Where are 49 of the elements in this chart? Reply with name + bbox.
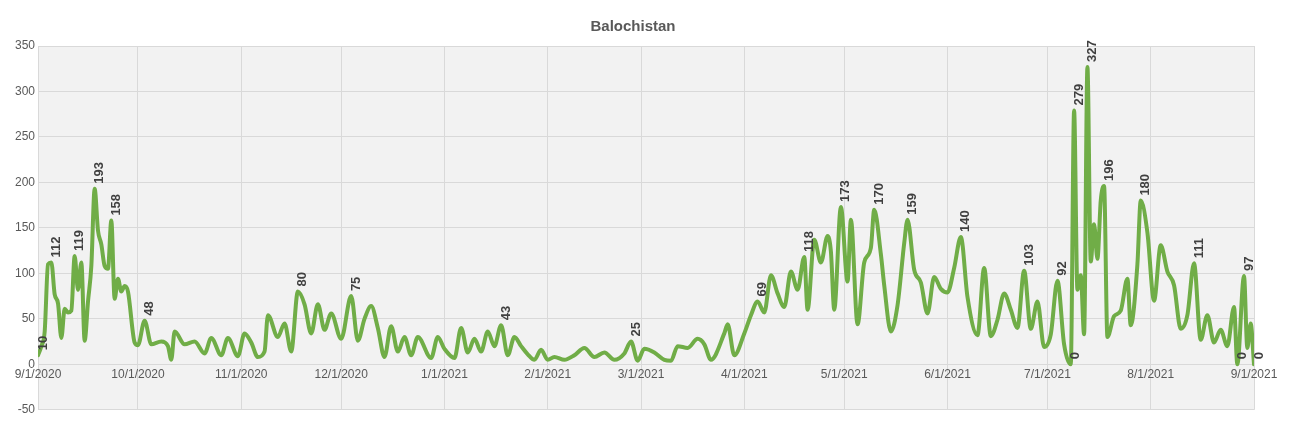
data-label: 80 bbox=[294, 272, 310, 287]
data-label: 103 bbox=[1020, 243, 1036, 266]
y-tick-label: 50 bbox=[21, 311, 36, 326]
x-tick-label: 7/1/2021 bbox=[1024, 366, 1072, 381]
x-tick-label: 2/1/2021 bbox=[524, 366, 572, 381]
data-label: 111 bbox=[1190, 238, 1206, 259]
x-tick-label: 12/1/2020 bbox=[314, 366, 369, 381]
data-label: 10 bbox=[34, 335, 50, 351]
x-tick-label: 8/1/2021 bbox=[1127, 366, 1175, 381]
data-label: 0 bbox=[1250, 352, 1266, 360]
y-tick-label: 100 bbox=[14, 265, 36, 280]
data-label: 327 bbox=[1084, 40, 1100, 62]
y-tick-label: 250 bbox=[14, 129, 36, 144]
data-label: 75 bbox=[347, 276, 363, 292]
data-label: 118 bbox=[800, 231, 816, 252]
y-tick-label: -50 bbox=[17, 402, 36, 417]
x-tick-label: 3/1/2021 bbox=[617, 366, 665, 381]
x-tick-label: 6/1/2021 bbox=[924, 366, 972, 381]
data-label: 97 bbox=[1240, 256, 1256, 272]
x-tick-label: 9/1/2021 bbox=[1230, 366, 1278, 381]
data-label: 25 bbox=[627, 322, 643, 337]
data-label: 193 bbox=[91, 162, 107, 184]
data-label: 159 bbox=[904, 193, 920, 215]
data-label: 196 bbox=[1100, 159, 1116, 182]
line-series bbox=[38, 64, 1254, 367]
data-label: 43 bbox=[497, 305, 513, 321]
data-label: 140 bbox=[957, 210, 973, 232]
x-tick-label: 5/1/2021 bbox=[820, 366, 868, 381]
data-label: 170 bbox=[870, 183, 886, 205]
x-tick-label: 4/1/2021 bbox=[720, 366, 768, 381]
data-label: 0 bbox=[1233, 352, 1249, 360]
data-label: 158 bbox=[107, 193, 123, 216]
data-label: 119 bbox=[71, 230, 87, 252]
data-label: 92 bbox=[1054, 261, 1070, 276]
y-tick-label: 200 bbox=[14, 174, 36, 189]
x-tick-label: 1/1/2021 bbox=[421, 366, 469, 381]
data-label: 48 bbox=[141, 301, 157, 316]
data-label: 180 bbox=[1137, 173, 1153, 196]
chart-title: Balochistan bbox=[590, 17, 676, 35]
x-tick-label: 11/1/2020 bbox=[214, 366, 268, 381]
data-label: 0 bbox=[1067, 352, 1083, 360]
y-tick-label: 150 bbox=[14, 220, 36, 235]
y-tick-label: 350 bbox=[14, 38, 36, 53]
data-label: 112 bbox=[47, 236, 63, 258]
x-tick-label: 10/1/2020 bbox=[111, 366, 165, 381]
data-label: 173 bbox=[837, 180, 853, 202]
data-label: 69 bbox=[754, 282, 770, 297]
data-label: 279 bbox=[1070, 83, 1086, 106]
y-tick-label: 300 bbox=[14, 83, 36, 98]
